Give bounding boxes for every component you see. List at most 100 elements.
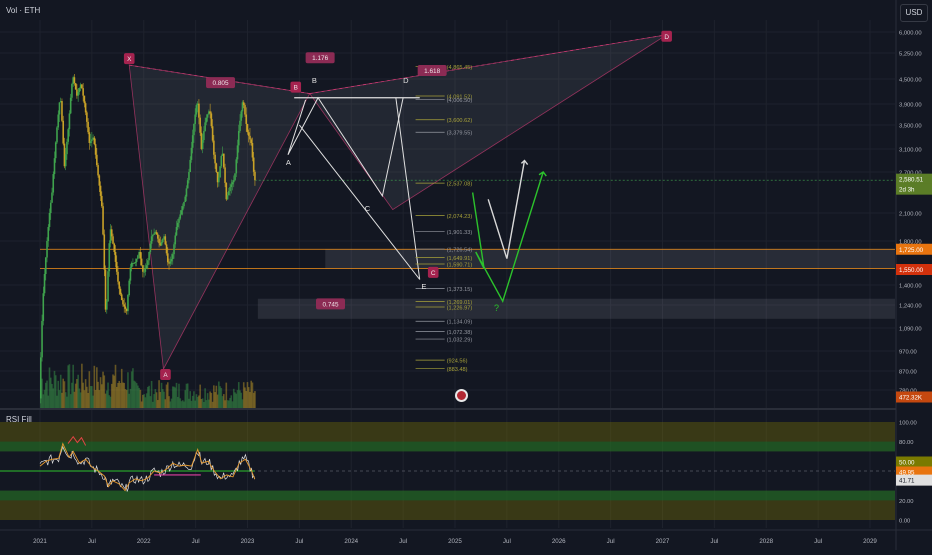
candle-body	[149, 243, 152, 252]
volume-bar	[54, 375, 57, 408]
price-tick-label: 1,240.00	[899, 304, 922, 310]
volume-bar	[188, 398, 190, 408]
candle-body	[203, 131, 205, 140]
ratio-lower-badge-bg	[316, 298, 345, 310]
candle-body	[225, 182, 228, 200]
volume-bar	[61, 392, 63, 408]
candle-body	[125, 308, 128, 312]
candle-body	[147, 260, 149, 266]
candle-body	[68, 113, 71, 130]
volume-bar	[153, 394, 155, 408]
candle-body	[104, 269, 107, 310]
fib-label: (924.56)	[447, 359, 468, 365]
rsi-indicator-title[interactable]: RSI Fill	[6, 415, 32, 424]
countdown-badge: 2d 3h	[896, 183, 932, 195]
rsi-pane	[0, 422, 895, 520]
pattern-triangle-xab	[128, 64, 311, 371]
candle-body	[229, 187, 231, 192]
volume-bar	[51, 383, 53, 408]
volume-bar	[108, 395, 111, 408]
fib-label: (4,006.50)	[447, 98, 473, 104]
candle-body	[129, 267, 132, 281]
volume-bar	[185, 383, 188, 408]
level-1550-badge: 1,550.00	[896, 264, 932, 275]
fib-label: (1,134.09)	[447, 320, 473, 326]
volume-bar	[170, 398, 173, 408]
volume-bar	[246, 382, 249, 408]
volume-bar	[58, 390, 61, 408]
candle-body	[198, 103, 200, 118]
candle-body	[112, 236, 114, 244]
candle-body	[196, 103, 199, 106]
ratio-lower-badge: 0.745	[316, 298, 345, 310]
candle-body	[71, 84, 73, 98]
candle-body	[86, 112, 88, 122]
volume-bar	[92, 395, 94, 408]
volume-bar	[201, 398, 204, 408]
candle-body	[93, 137, 96, 145]
candle-body	[124, 306, 127, 309]
time-tick-label: 2028	[759, 538, 773, 545]
volume-bar	[57, 380, 60, 408]
candle-body	[123, 304, 126, 307]
volume-bar	[209, 391, 211, 408]
rsi-overbought-band	[0, 422, 895, 452]
volume-bar	[78, 388, 81, 408]
candle-body	[170, 259, 173, 262]
volume-bar	[149, 396, 152, 408]
flag-event-icon[interactable]	[455, 389, 468, 402]
volume-bar	[77, 374, 79, 408]
volume-bar	[213, 385, 215, 408]
time-tick-label: Jul	[88, 538, 96, 545]
candle-body	[153, 233, 155, 235]
time-tick-label: 2023	[241, 538, 255, 545]
rsi-tick-label: 80.00	[899, 440, 914, 446]
volume-bar	[138, 387, 140, 408]
pattern-point-x: X	[123, 53, 135, 65]
candle-body	[213, 140, 215, 155]
currency-selector[interactable]: USD	[900, 4, 928, 22]
price-tick-label: 3,100.00	[899, 148, 922, 154]
candle-body	[241, 102, 244, 112]
candle-body	[79, 84, 82, 89]
volume-bar	[208, 399, 210, 408]
time-tick-label: Jul	[295, 538, 303, 545]
wave-zigzag	[287, 96, 404, 198]
candle-body	[244, 105, 246, 115]
candle-body	[66, 141, 68, 155]
candle-body	[44, 257, 47, 274]
volume-bar	[139, 389, 142, 408]
volume-bar	[42, 394, 45, 408]
rsi-badge-4171-bg	[896, 474, 932, 486]
volume-bar	[184, 390, 187, 408]
pattern-point-a-bg	[160, 369, 171, 380]
rsi-badge-50-bg	[896, 456, 932, 468]
volume-bar	[249, 391, 251, 408]
price-tick-label: 1,800.00	[899, 240, 922, 246]
last-price-badge-text: 2,580.51	[899, 177, 924, 184]
volume-bar	[190, 400, 193, 408]
candle-body	[59, 101, 62, 103]
candle-body	[109, 229, 112, 244]
price-tick-label: 2,700.00	[899, 171, 922, 177]
candle-body	[169, 261, 172, 264]
volume-bar	[193, 391, 195, 408]
volume-bar	[165, 384, 168, 408]
volume-bar	[137, 385, 139, 408]
candle-body	[53, 158, 56, 175]
rsi-badge-4995: 49.95	[896, 466, 932, 478]
candle-body	[211, 126, 214, 141]
candle-body	[224, 167, 226, 183]
candle-body	[184, 196, 187, 203]
candle-body	[226, 195, 229, 200]
pattern-point-x-text: X	[127, 56, 132, 63]
volume-bar	[154, 389, 157, 408]
volume-bar	[148, 385, 150, 408]
candle-body	[245, 114, 248, 124]
candle-body	[78, 88, 81, 92]
fib-label: (1,072.38)	[447, 330, 473, 336]
volume-bar	[130, 371, 133, 408]
volume-bar	[44, 382, 47, 408]
